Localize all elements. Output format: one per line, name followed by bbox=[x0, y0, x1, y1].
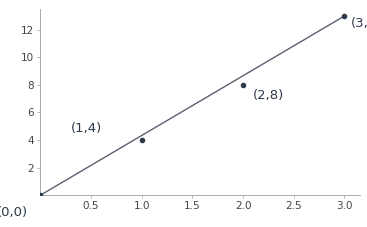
Text: (1,4): (1,4) bbox=[71, 121, 102, 135]
Text: (3,13): (3,13) bbox=[350, 17, 367, 30]
Text: (2,8): (2,8) bbox=[253, 89, 284, 102]
Text: (0,0): (0,0) bbox=[0, 206, 28, 219]
